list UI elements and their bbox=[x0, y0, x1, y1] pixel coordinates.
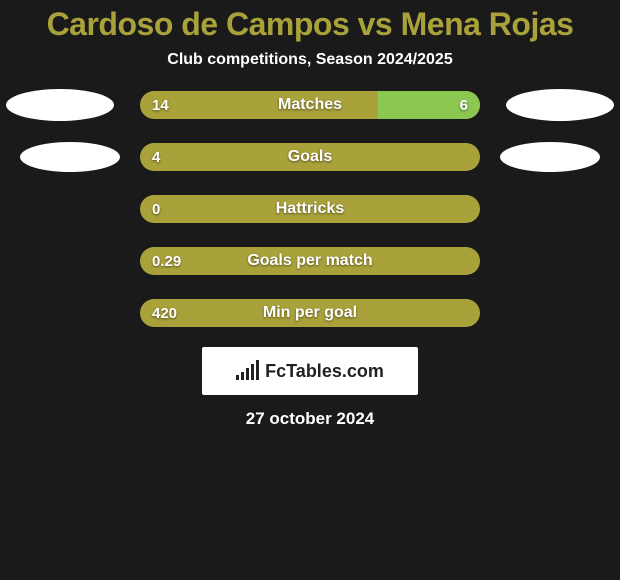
page-title: Cardoso de Campos vs Mena Rojas bbox=[0, 0, 620, 43]
stat-label: Goals bbox=[140, 148, 480, 166]
stat-row: 0.29Goals per match bbox=[0, 247, 620, 275]
stat-rows: 146Matches 4Goals 0Hattricks 0.29Goals per … bbox=[0, 91, 620, 327]
stat-label: Min per goal bbox=[140, 304, 480, 322]
stat-bar: 0Hattricks bbox=[140, 195, 480, 223]
logo-icon bbox=[236, 362, 259, 380]
stat-row: 0Hattricks bbox=[0, 195, 620, 223]
side-ellipse bbox=[506, 89, 614, 121]
side-ellipse bbox=[6, 89, 114, 121]
subtitle: Club competitions, Season 2024/2025 bbox=[0, 51, 620, 69]
stat-bar: 4Goals bbox=[140, 143, 480, 171]
stat-row: 4Goals bbox=[0, 143, 620, 171]
stat-bar: 420Min per goal bbox=[140, 299, 480, 327]
stat-row: 146Matches bbox=[0, 91, 620, 119]
stat-label: Goals per match bbox=[140, 252, 480, 270]
stat-label: Hattricks bbox=[140, 200, 480, 218]
side-ellipse bbox=[20, 142, 120, 172]
stat-row: 420Min per goal bbox=[0, 299, 620, 327]
logo-text: FcTables.com bbox=[265, 361, 384, 382]
stat-bar: 0.29Goals per match bbox=[140, 247, 480, 275]
stat-label: Matches bbox=[140, 96, 480, 114]
logo: FcTables.com bbox=[202, 347, 418, 395]
date-label: 27 october 2024 bbox=[0, 409, 620, 429]
side-ellipse bbox=[500, 142, 600, 172]
stat-bar: 146Matches bbox=[140, 91, 480, 119]
